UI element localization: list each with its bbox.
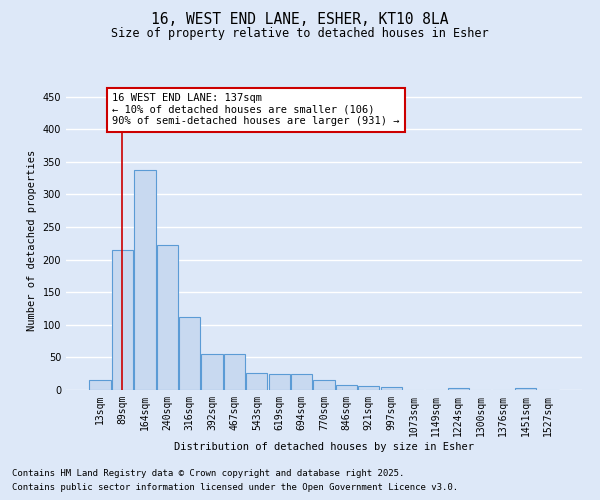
Text: Size of property relative to detached houses in Esher: Size of property relative to detached ho… — [111, 28, 489, 40]
Bar — [202, 354, 223, 390]
Bar — [246, 373, 268, 390]
Text: Contains HM Land Registry data © Crown copyright and database right 2025.: Contains HM Land Registry data © Crown c… — [12, 468, 404, 477]
Bar — [134, 170, 155, 390]
Bar — [157, 245, 178, 390]
Y-axis label: Number of detached properties: Number of detached properties — [27, 150, 37, 330]
X-axis label: Distribution of detached houses by size in Esher: Distribution of detached houses by size … — [174, 442, 474, 452]
Bar — [224, 354, 245, 390]
Bar — [112, 250, 133, 390]
Bar — [515, 388, 536, 390]
Bar — [179, 317, 200, 390]
Bar — [313, 380, 335, 390]
Bar — [448, 388, 469, 390]
Text: Contains public sector information licensed under the Open Government Licence v3: Contains public sector information licen… — [12, 484, 458, 492]
Text: 16, WEST END LANE, ESHER, KT10 8LA: 16, WEST END LANE, ESHER, KT10 8LA — [151, 12, 449, 28]
Bar — [336, 385, 357, 390]
Bar — [380, 388, 402, 390]
Bar — [269, 374, 290, 390]
Text: 16 WEST END LANE: 137sqm
← 10% of detached houses are smaller (106)
90% of semi-: 16 WEST END LANE: 137sqm ← 10% of detach… — [112, 94, 400, 126]
Bar — [89, 380, 111, 390]
Bar — [291, 374, 312, 390]
Bar — [358, 386, 379, 390]
